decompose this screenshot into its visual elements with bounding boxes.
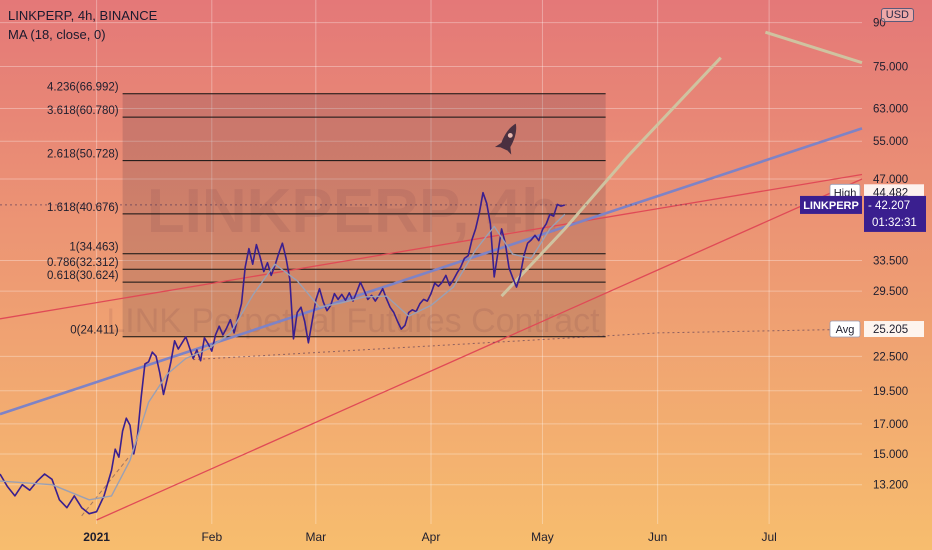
x-axis-tick-label: Jul [761,530,776,544]
avg-label-text: Avg [836,324,855,336]
x-axis-tick-label: 2021 [83,530,110,544]
y-axis-tick-label: 47.000 [873,174,908,186]
fib-level-label: 3.618(60.780) [47,105,119,117]
fib-level-label: 2.618(50.728) [47,149,119,161]
early-dashed-line [81,455,131,517]
indicator-label[interactable]: MA (18, close, 0) [8,27,106,42]
y-axis-tick-label: 13.200 [873,480,908,492]
y-axis-tick-label: 33.500 [873,256,908,268]
x-axis-tick-label: Apr [422,530,441,544]
last-price-value: - 42.207 [868,200,910,212]
y-axis-tick-label: 15.000 [873,449,908,461]
y-axis-tick-label: 17.000 [873,419,908,431]
fib-level-label: 1(34.463) [69,242,118,254]
rocket-body [500,123,517,151]
x-axis-tick-label: Mar [305,530,326,544]
price-series-line [0,191,566,515]
avg-label-value: 25.205 [873,324,908,336]
projection-segment [764,30,863,65]
fib-box [122,93,606,337]
fib-level-label: 1.618(40.676) [47,202,119,214]
avg-label-box [829,320,861,338]
moving-average-line [0,213,566,501]
trend-line [0,127,863,416]
projection-path [500,56,722,298]
fib-level-label: 4.236(66.992) [47,82,119,94]
x-axis-tick-label: Jun [648,530,667,544]
rocket-fins [494,141,512,155]
symbol-tag-box [800,195,862,214]
avg-label-value-box [864,321,924,338]
fib-level-label: 0(24.411) [70,325,119,337]
last-price-box [864,195,926,232]
rocket-window [507,132,513,138]
symbol-title: LINKPERP, 4h, BINANCE [8,8,158,23]
fib-level-label: 0.786(32.312) [47,257,119,269]
avg-label: Avg 25.205 [829,320,924,338]
channel-lower-line [96,178,863,521]
x-axis-tick-label: Feb [201,530,222,544]
bar-countdown: 01:32:31 [872,217,917,229]
watermark-subtext: LINK Perpetual Futures Contract [106,302,600,340]
fib-level-label: 0.618(30.624) [47,270,119,282]
grid [0,0,862,524]
y-axis-tick-label: 19.500 [873,386,908,398]
channel-upper-line [0,173,863,320]
y-axis-tick-label: 22.500 [873,351,908,363]
y-axis-tick-label: 63.000 [873,104,908,116]
x-axis-tick-label: May [531,530,554,544]
y-axis-tick-label: 29.500 [873,286,908,298]
currency-button[interactable]: USD [880,8,914,22]
avg-dotted-line [193,328,863,361]
y-axis-tick-label: 55.000 [873,136,908,148]
y-axis-tick-label: 75.000 [873,62,908,74]
last-price-label: LINKPERP - 42.207 01:32:31 [800,195,926,232]
symbol-tag-text: LINKPERP [803,200,859,212]
rocket-icon [494,123,517,155]
